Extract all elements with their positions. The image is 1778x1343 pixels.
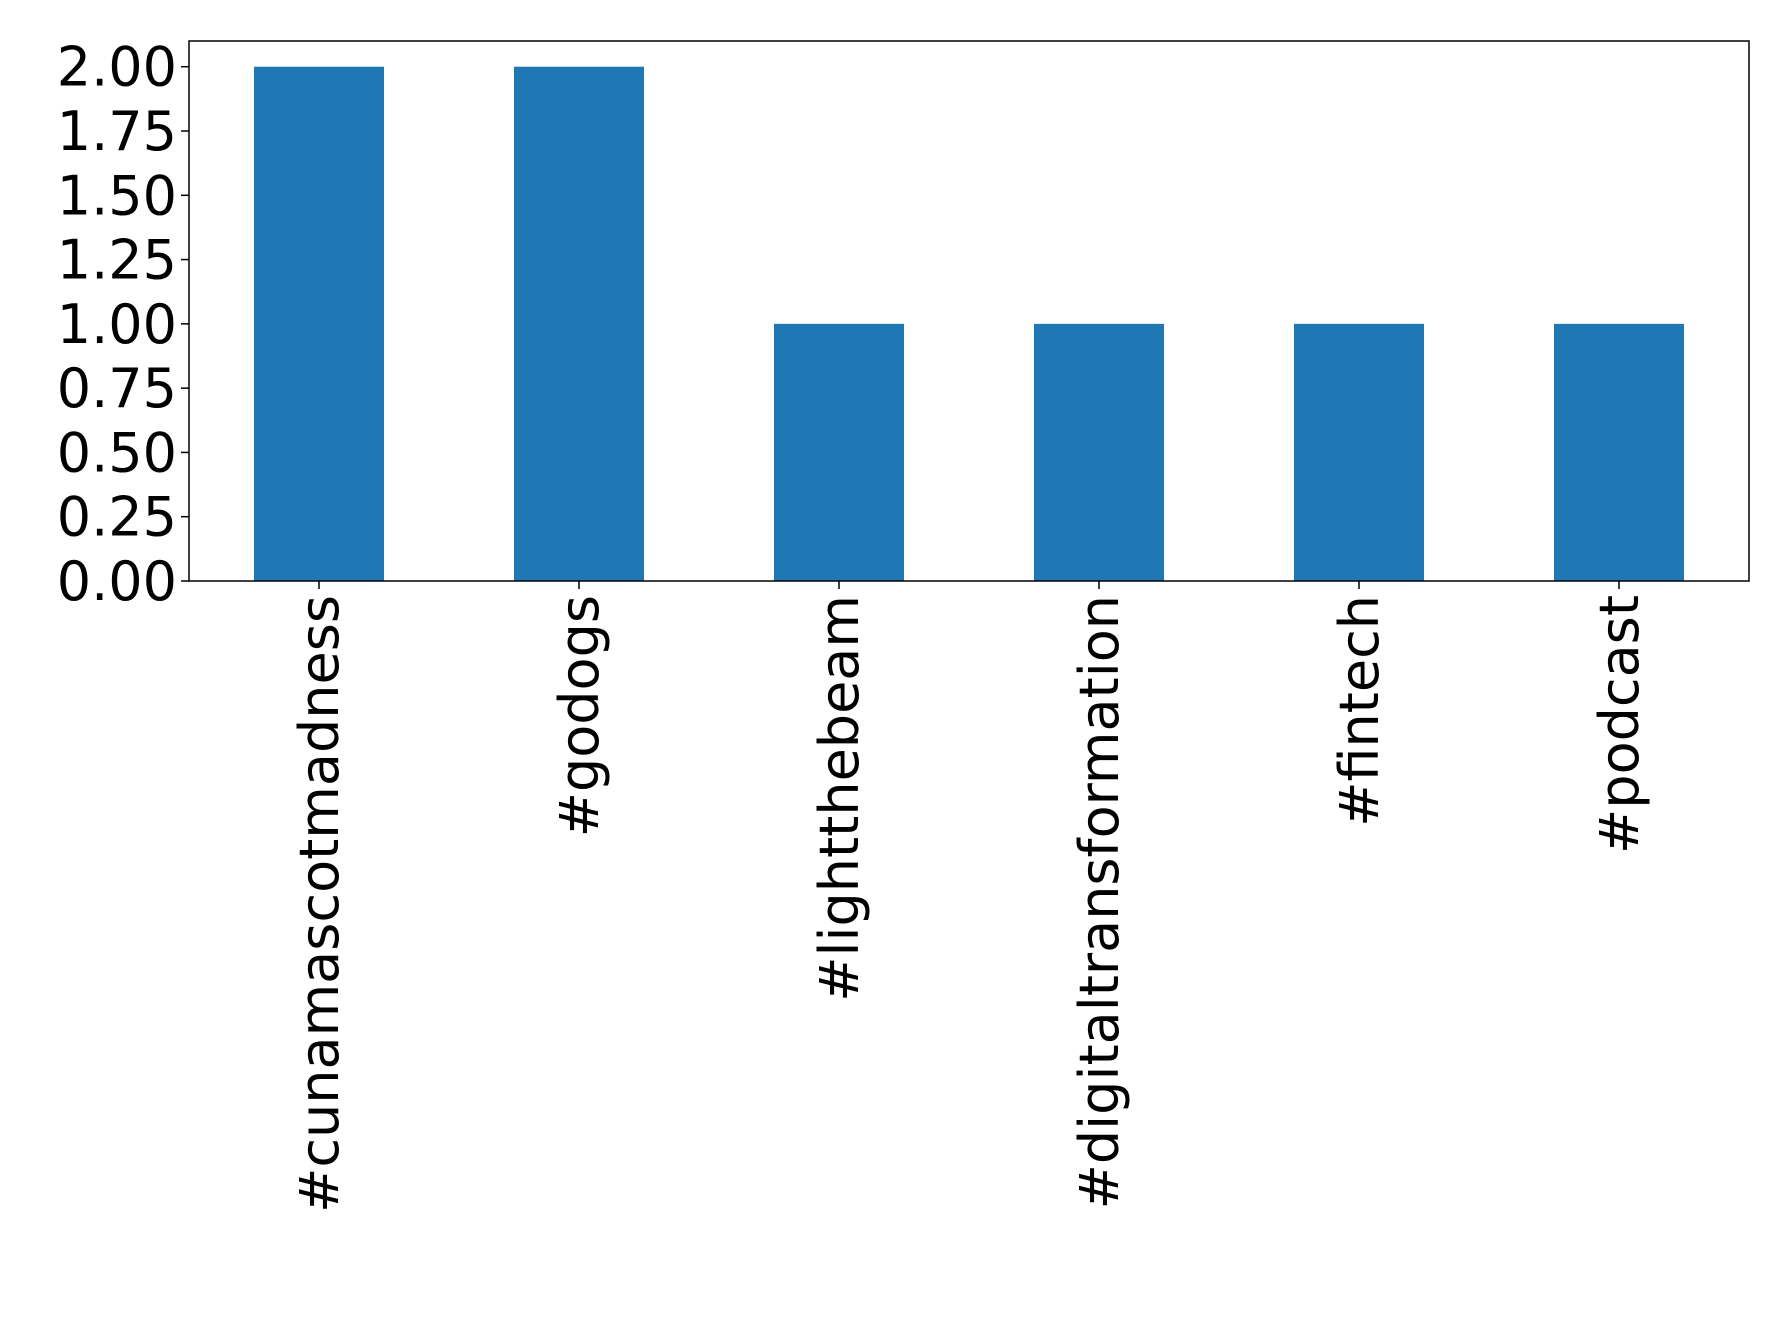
bar: [1034, 323, 1164, 581]
y-tick-label: 0.50: [57, 421, 177, 484]
x-tick-label: #godogs: [548, 595, 611, 837]
x-tick-label: #cunamascotmadness: [288, 595, 351, 1213]
y-tick-label: 1.00: [57, 293, 177, 356]
bar: [1554, 323, 1684, 581]
bar: [254, 66, 384, 581]
bar: [514, 66, 644, 581]
x-tick-label: #lightthebeam: [808, 595, 871, 1002]
x-tick-label: #digitaltransformation: [1068, 595, 1131, 1209]
y-tick-label: 2.00: [57, 36, 177, 99]
y-tick-label: 1.75: [57, 100, 177, 163]
x-tick-label: #fintech: [1328, 595, 1391, 827]
x-tick-label: #podcast: [1588, 595, 1651, 854]
y-tick-label: 0.75: [57, 357, 177, 420]
plot-frame: [188, 40, 1750, 582]
y-tick-label: 0.00: [57, 550, 177, 613]
y-tick-label: 0.25: [57, 486, 177, 549]
y-tick-label: 1.25: [57, 229, 177, 292]
bar: [1294, 323, 1424, 581]
bar: [774, 323, 904, 581]
y-tick-label: 1.50: [57, 164, 177, 227]
